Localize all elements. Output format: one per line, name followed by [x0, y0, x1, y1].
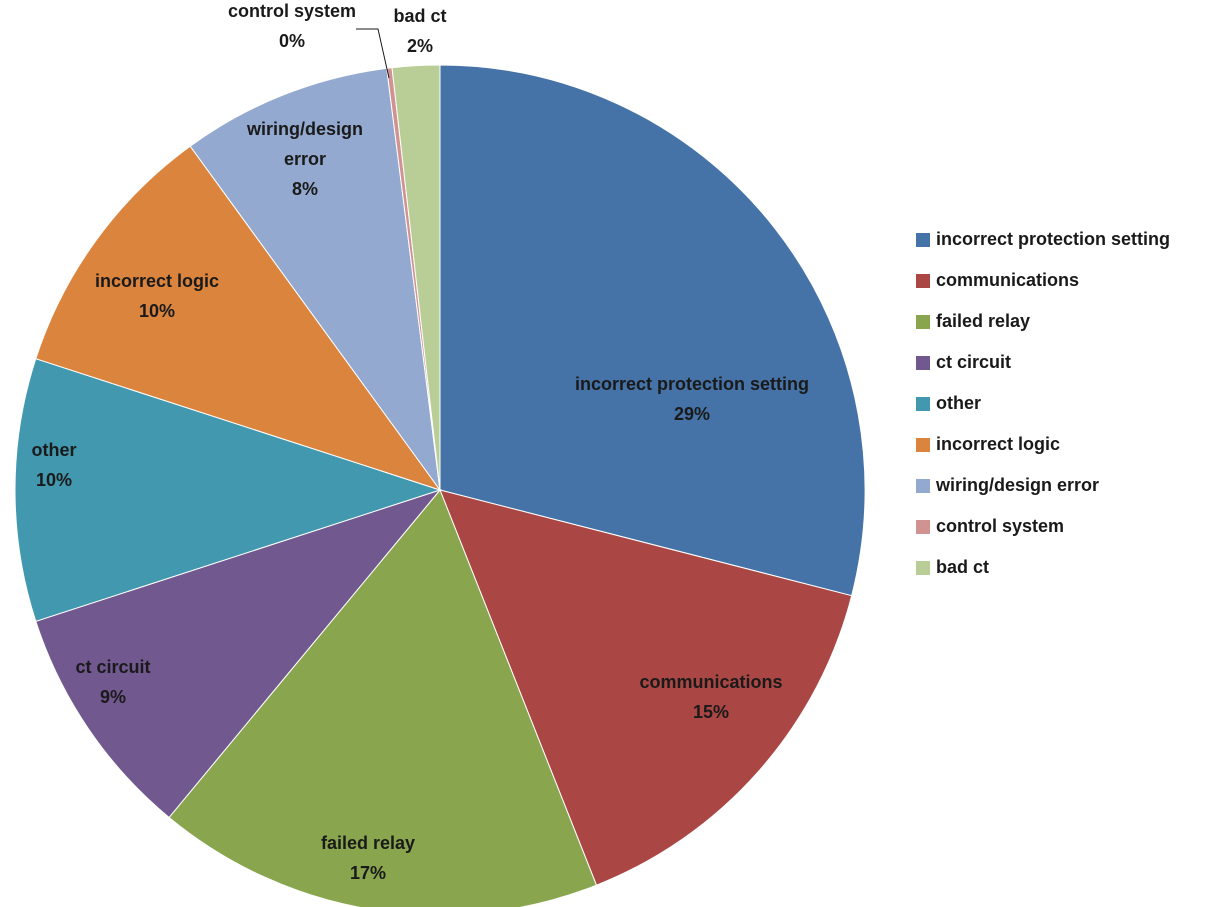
pie-slice-communications	[439, 489, 853, 886]
legend-item-incorrect-logic: incorrect logic	[916, 424, 1216, 465]
pie-slice-wiring-design-error	[189, 67, 441, 491]
data-label-value-bad-ct: 2%	[407, 36, 433, 56]
data-label-value-ct-circuit: 9%	[100, 687, 126, 707]
legend-label-wiring-design-error: wiring/design error	[936, 475, 1100, 495]
legend-item-control-system: control system	[916, 506, 1216, 547]
legend-label-ct-circuit: ct circuit	[936, 352, 1012, 372]
legend-swatch-control-system	[916, 519, 930, 534]
legend-item-failed-relay: failed relay	[916, 301, 1216, 342]
pie-slice-failed-relay	[168, 489, 598, 907]
data-label-value-failed-relay: 17%	[350, 863, 386, 883]
data-label-name-wiring-design-error-1: wiring/design	[246, 119, 363, 139]
legend-label-communications: communications	[936, 270, 1080, 290]
data-label-value-wiring-design-error: 8%	[292, 179, 318, 199]
pie-slice-bad-ct	[391, 64, 441, 491]
data-label-name-control-system: control system	[228, 1, 356, 21]
legend-swatch-bad-ct	[916, 560, 930, 575]
legend-swatch-incorrect-logic	[916, 437, 930, 452]
legend-swatch-other	[916, 396, 930, 411]
leader-lines	[356, 28, 390, 79]
legend-swatch-communications	[916, 273, 930, 288]
data-label-name-other: other	[32, 440, 77, 460]
legend-label-control-system: control system	[936, 516, 1065, 536]
data-label-name-bad-ct: bad ct	[393, 6, 446, 26]
legend: incorrect protection setting communicati…	[916, 219, 1216, 588]
data-label-name-wiring-design-error-2: error	[284, 149, 326, 169]
legend-swatch-incorrect-protection-setting	[916, 232, 930, 247]
legend-label-failed-relay: failed relay	[936, 311, 1031, 331]
legend-label-incorrect-protection-setting: incorrect protection setting	[936, 229, 1171, 249]
data-label-name-incorrect-protection-setting: incorrect protection setting	[575, 374, 809, 394]
legend-label-bad-ct: bad ct	[936, 557, 990, 577]
legend-item-wiring-design-error: wiring/design error	[916, 465, 1216, 506]
pie-slice-incorrect-protection-setting	[439, 64, 866, 597]
pie-slices	[14, 64, 866, 907]
legend-item-communications: communications	[916, 260, 1216, 301]
pie-slice-other	[14, 358, 442, 622]
legend-swatch-wiring-design-error	[916, 478, 930, 493]
data-label-value-control-system: 0%	[279, 31, 305, 51]
data-label-name-failed-relay: failed relay	[321, 833, 415, 853]
data-label-name-incorrect-logic: incorrect logic	[95, 271, 219, 291]
data-label-value-incorrect-protection-setting: 29%	[674, 404, 710, 424]
legend-item-ct-circuit: ct circuit	[916, 342, 1216, 383]
legend-label-other: other	[936, 393, 981, 413]
legend-swatch-ct-circuit	[916, 355, 930, 370]
legend-item-incorrect-protection-setting: incorrect protection setting	[916, 219, 1216, 260]
data-label-name-communications: communications	[639, 672, 782, 692]
data-label-value-communications: 15%	[693, 702, 729, 722]
legend-swatch-failed-relay	[916, 314, 930, 329]
data-label-name-ct-circuit: ct circuit	[75, 657, 150, 677]
pie-slice-incorrect-logic	[35, 145, 442, 491]
legend-label-incorrect-logic: incorrect logic	[936, 434, 1061, 454]
data-label-value-other: 10%	[36, 470, 72, 490]
data-label-value-incorrect-logic: 10%	[139, 301, 175, 321]
leader-line-control-system	[356, 28, 390, 79]
legend-item-other: other	[916, 383, 1216, 424]
pie-slice-ct-circuit	[35, 488, 442, 819]
data-labels: incorrect protection setting 29% communica…	[32, 1, 810, 883]
legend-item-bad-ct: bad ct	[916, 547, 1216, 588]
